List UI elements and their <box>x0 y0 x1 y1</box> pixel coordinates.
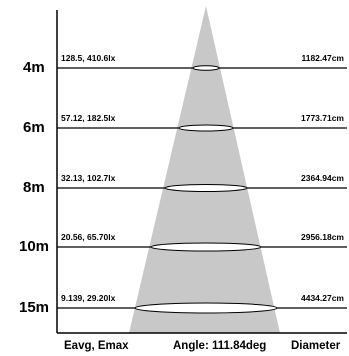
beam-ellipse-10m <box>150 242 262 252</box>
beam-ellipse-6m <box>178 124 234 132</box>
diameter-4m: 1182.47cm <box>301 53 344 63</box>
distance-label-8m: 8m <box>23 179 45 196</box>
eavg-emax-4m: 128.5, 410.6lx <box>61 53 116 63</box>
beam-ellipse-8m <box>164 184 248 192</box>
diameter-footer-label: Diameter <box>291 340 341 352</box>
distance-label-6m: 6m <box>23 119 45 136</box>
diameter-15m: 4434.27cm <box>301 293 344 303</box>
eavg-emax-15m: 9.139, 29.20lx <box>61 293 116 303</box>
diameter-6m: 1773.71cm <box>301 113 344 123</box>
beam-ellipse-15m <box>134 302 278 314</box>
diameter-8m: 2364.94cm <box>301 173 344 183</box>
eavg-emax-6m: 57.12, 182.5lx <box>61 113 116 123</box>
distance-label-4m: 4m <box>23 59 45 76</box>
eavg-emax-8m: 32.13, 102.7lx <box>61 173 116 183</box>
distance-label-10m: 10m <box>19 238 49 255</box>
beam-ellipse-4m <box>192 65 220 71</box>
eavg-emax-10m: 20.56, 65.70lx <box>61 232 116 242</box>
diameter-10m: 2956.18cm <box>301 232 344 242</box>
beam-cone <box>129 6 280 333</box>
distance-label-15m: 15m <box>19 299 49 316</box>
angle-footer-label: Angle: 111.84deg <box>173 340 266 352</box>
eavg-emax-footer-label: Eavg, Emax <box>64 340 129 352</box>
